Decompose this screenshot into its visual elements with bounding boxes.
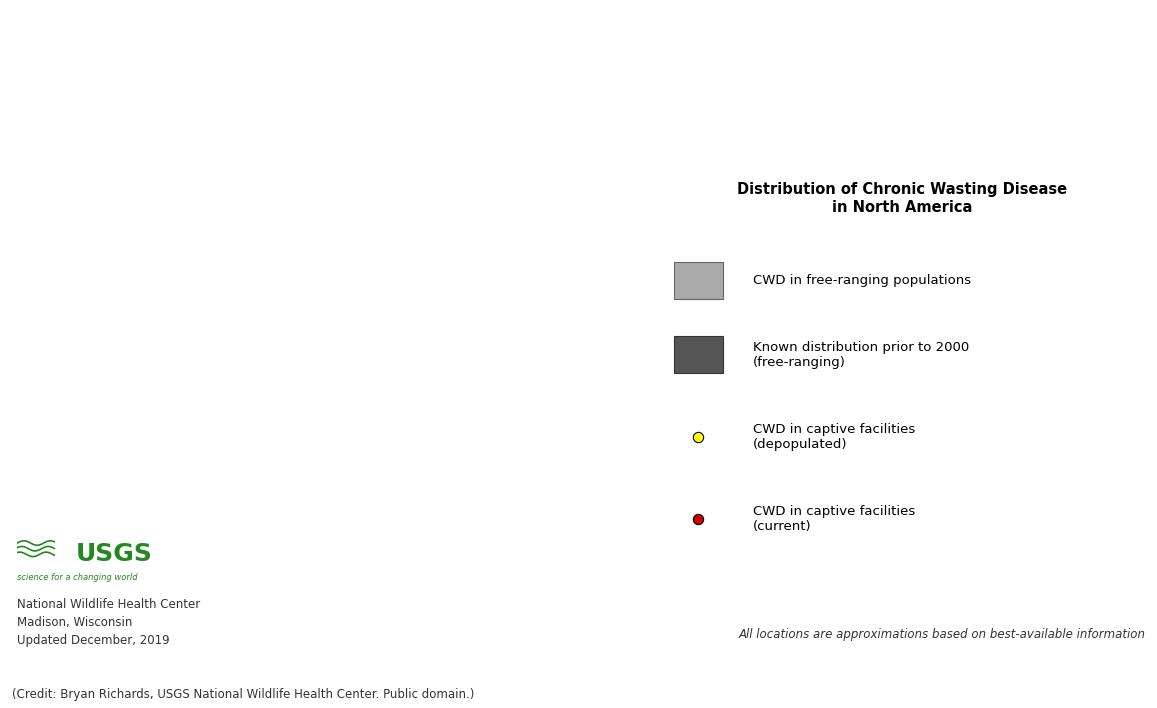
Text: USGS: USGS	[76, 542, 153, 566]
Text: National Wildlife Health Center
Madison, Wisconsin
Updated December, 2019: National Wildlife Health Center Madison,…	[17, 598, 200, 647]
Text: Known distribution prior to 2000
(free-ranging): Known distribution prior to 2000 (free-r…	[753, 341, 970, 369]
Text: (Credit: Bryan Richards, USGS National Wildlife Health Center. Public domain.): (Credit: Bryan Richards, USGS National W…	[12, 688, 474, 701]
Text: CWD in captive facilities
(depopulated): CWD in captive facilities (depopulated)	[753, 423, 915, 451]
Text: science for a changing world: science for a changing world	[17, 573, 138, 581]
FancyBboxPatch shape	[673, 263, 723, 299]
Text: Distribution of Chronic Wasting Disease
in North America: Distribution of Chronic Wasting Disease …	[737, 182, 1068, 215]
Text: CWD in free-ranging populations: CWD in free-ranging populations	[753, 274, 972, 287]
Text: CWD in captive facilities
(current): CWD in captive facilities (current)	[753, 505, 915, 533]
Point	[690, 431, 708, 442]
Point	[690, 513, 708, 525]
Text: All locations are approximations based on best-available information: All locations are approximations based o…	[738, 628, 1145, 641]
FancyBboxPatch shape	[673, 336, 723, 373]
